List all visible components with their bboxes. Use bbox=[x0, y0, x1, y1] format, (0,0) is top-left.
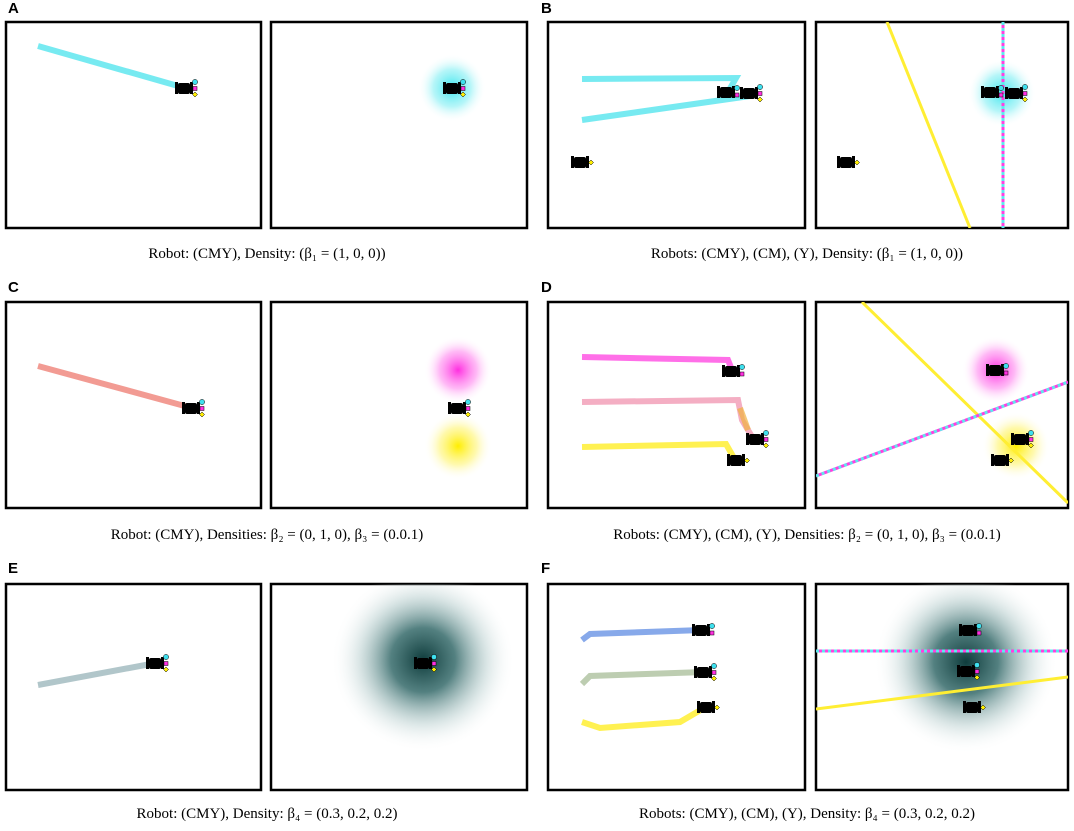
density-yellow bbox=[982, 412, 1050, 480]
panel-b-density-plot bbox=[814, 20, 1070, 230]
panel-f-trajectory-plot bbox=[546, 582, 807, 792]
caption-d: Robots: (CMY), (CM), (Y), Densities: β₂ … bbox=[613, 527, 1001, 543]
caption-e: Robot: (CMY), Density: β₄ = (0.3, 0.2, 0… bbox=[136, 806, 398, 822]
density-magenta bbox=[424, 336, 492, 404]
panel-c-trajectory-plot bbox=[4, 300, 263, 510]
caption-f: Robots: (CMY), (CM), (Y), Density: β₄ = … bbox=[639, 806, 975, 822]
panel-d-trajectory-plot bbox=[546, 300, 807, 510]
density-yellow bbox=[424, 412, 492, 480]
panel-label-e: E bbox=[8, 560, 19, 577]
boundary-line-yellow bbox=[885, 22, 972, 228]
panel-label-b: B bbox=[541, 0, 552, 17]
panel-label-d: D bbox=[541, 279, 552, 296]
caption-c: Robot: (CMY), Densities: β₂ = (0, 1, 0),… bbox=[110, 527, 424, 543]
panel-b-trajectory-plot bbox=[546, 20, 807, 230]
panel-label-c: C bbox=[8, 279, 19, 296]
boundary-line-cyan bbox=[816, 380, 1068, 478]
caption-a: Robot: (CMY), Density: (β₁ = (1, 0, 0)) bbox=[148, 246, 386, 262]
panel-label-f: F bbox=[541, 560, 551, 577]
panel-e-density-plot bbox=[269, 582, 529, 792]
panel-e-trajectory-plot bbox=[4, 582, 263, 792]
panel-a-trajectory-plot bbox=[4, 20, 263, 230]
density-mixed bbox=[874, 584, 1058, 754]
boundary-line-yellow bbox=[860, 302, 1068, 505]
panel-label-a: A bbox=[8, 0, 19, 17]
panel-a-density-plot bbox=[269, 20, 529, 230]
panel-c-density-plot bbox=[269, 300, 529, 510]
boundary-line-yellow bbox=[816, 675, 1068, 711]
panel-f-density-plot bbox=[814, 582, 1070, 792]
caption-b: Robots: (CMY), (CM), (Y), Density: (β₁ =… bbox=[650, 246, 964, 262]
panel-d-density-plot bbox=[814, 300, 1070, 510]
